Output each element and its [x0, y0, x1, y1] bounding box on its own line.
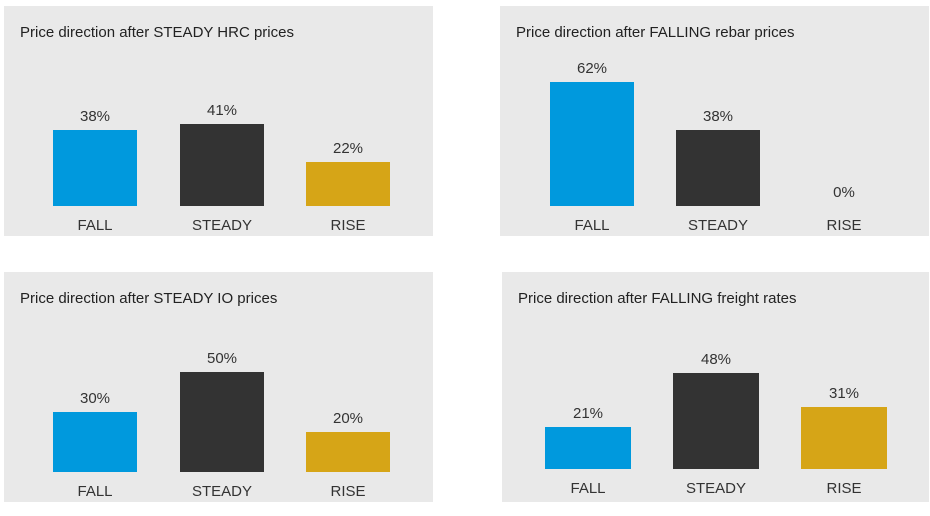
- bar-steady: [180, 124, 264, 206]
- chart-title: Price direction after STEADY HRC prices: [20, 24, 294, 41]
- value-label: 0%: [833, 184, 855, 201]
- chart-panel-rebar: Price direction after FALLING rebar pric…: [500, 6, 929, 236]
- category-label: STEADY: [192, 217, 252, 234]
- bar-chart-hrc: 38% FALL 41% STEADY 22% RISE: [53, 102, 390, 234]
- category-label: RISE: [330, 217, 365, 234]
- chart-panel-freight: Price direction after FALLING freight ra…: [502, 272, 929, 502]
- category-label: RISE: [826, 480, 861, 497]
- bar-chart-io: 30% FALL 50% STEADY 20% RISE: [53, 350, 390, 500]
- bar-fall: [53, 130, 137, 206]
- bar-fall: [53, 412, 137, 472]
- value-label: 22%: [333, 140, 363, 157]
- bar-rise: [306, 162, 390, 206]
- category-label: STEADY: [688, 217, 748, 234]
- category-label: STEADY: [192, 483, 252, 500]
- category-label: FALL: [574, 217, 609, 234]
- chart-panel-hrc: Price direction after STEADY HRC prices …: [4, 6, 433, 236]
- bar-fall: [545, 427, 631, 469]
- bar-steady: [673, 373, 759, 469]
- bar-steady: [180, 372, 264, 472]
- category-label: RISE: [330, 483, 365, 500]
- value-label: 30%: [80, 390, 110, 407]
- value-label: 48%: [701, 351, 731, 368]
- chart-panel-io: Price direction after STEADY IO prices 3…: [4, 272, 433, 502]
- category-label: FALL: [570, 480, 605, 497]
- value-label: 20%: [333, 410, 363, 427]
- bar-rise: [801, 407, 887, 469]
- chart-title: Price direction after FALLING rebar pric…: [516, 24, 795, 41]
- value-label: 50%: [207, 350, 237, 367]
- bar-chart-freight: 21% FALL 48% STEADY 31% RISE: [545, 351, 887, 497]
- value-label: 21%: [573, 405, 603, 422]
- value-label: 38%: [80, 108, 110, 125]
- bar-fall: [550, 82, 634, 206]
- category-label: FALL: [77, 483, 112, 500]
- bar-rise: [306, 432, 390, 472]
- bar-chart-rebar: 62% FALL 38% STEADY 0% RISE: [550, 60, 862, 234]
- chart-title: Price direction after STEADY IO prices: [20, 290, 278, 307]
- chart-title: Price direction after FALLING freight ra…: [518, 290, 797, 307]
- value-label: 31%: [829, 385, 859, 402]
- category-label: FALL: [77, 217, 112, 234]
- value-label: 41%: [207, 102, 237, 119]
- category-label: RISE: [826, 217, 861, 234]
- value-label: 62%: [577, 60, 607, 77]
- bar-steady: [676, 130, 760, 206]
- category-label: STEADY: [686, 480, 746, 497]
- value-label: 38%: [703, 108, 733, 125]
